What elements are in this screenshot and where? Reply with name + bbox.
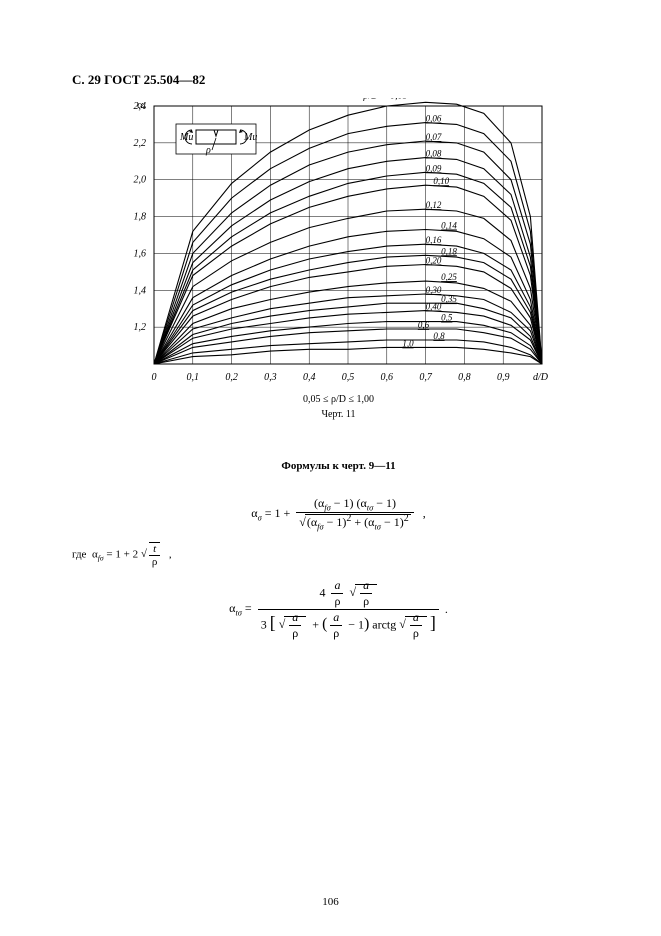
chart-range-caption: 0,05 ≤ ρ/D ≤ 1,00 — [72, 394, 605, 405]
formula-2: αtσ = 4 aρ √aρ 3 [ √aρ + (aρ − 1) arctg … — [72, 578, 605, 641]
svg-text:αₒ: αₒ — [137, 99, 146, 111]
svg-text:0,12: 0,12 — [426, 200, 442, 210]
svg-text:0,3: 0,3 — [264, 372, 277, 383]
page-number: 106 — [0, 896, 661, 908]
svg-text:0,14: 0,14 — [441, 220, 457, 230]
formulas-block: ασ = 1 + (αfσ − 1) (αtσ − 1) √(αfσ − 1)2… — [72, 496, 605, 641]
svg-text:0,20: 0,20 — [426, 255, 442, 265]
svg-text:d/D: d/D — [533, 372, 549, 383]
svg-text:0,8: 0,8 — [433, 331, 445, 341]
svg-text:0,35: 0,35 — [441, 294, 457, 304]
svg-text:0,10: 0,10 — [433, 176, 449, 186]
svg-text:0,18: 0,18 — [441, 246, 457, 256]
svg-text:1,8: 1,8 — [134, 212, 147, 223]
svg-text:1,0: 1,0 — [402, 338, 414, 348]
svg-text:ρ/D = 0,05: ρ/D = 0,05 — [363, 98, 408, 102]
svg-text:1,2: 1,2 — [134, 322, 147, 333]
svg-text:Mи: Mи — [243, 132, 257, 143]
svg-text:0,40: 0,40 — [426, 302, 442, 312]
svg-text:0,25: 0,25 — [441, 272, 457, 282]
formulas-title: Формулы к черт. 9—11 — [72, 460, 605, 472]
where-line: где αfσ = 1 + 2 √tρ , — [72, 542, 605, 568]
formula-1: ασ = 1 + (αfσ − 1) (αtσ − 1) √(αfσ − 1)2… — [72, 496, 605, 532]
svg-text:0,4: 0,4 — [303, 372, 316, 383]
svg-text:0,6: 0,6 — [418, 320, 430, 330]
svg-text:0,1: 0,1 — [187, 372, 200, 383]
svg-text:Mи: Mи — [179, 132, 193, 143]
svg-text:0,30: 0,30 — [426, 285, 442, 295]
svg-text:0,06: 0,06 — [426, 114, 442, 124]
svg-text:0,6: 0,6 — [381, 372, 394, 383]
svg-text:0,09: 0,09 — [426, 163, 442, 173]
svg-text:2,2: 2,2 — [134, 138, 147, 149]
svg-text:0,7: 0,7 — [419, 372, 433, 383]
svg-text:0,2: 0,2 — [225, 372, 238, 383]
chart-svg: 0 0,1 0,2 0,3 0,4 0,5 0,6 0,7 0,8 0,9 d/D 1,2 1,4 1,6… — [112, 98, 552, 388]
svg-text:0,16: 0,16 — [426, 235, 442, 245]
svg-text:ρ: ρ — [205, 145, 211, 156]
svg-text:0: 0 — [152, 372, 157, 383]
svg-text:2,0: 2,0 — [134, 175, 147, 186]
svg-text:1,4: 1,4 — [134, 285, 147, 296]
chart-area: 0 0,1 0,2 0,3 0,4 0,5 0,6 0,7 0,8 0,9 d/D 1,2 1,4 1,6… — [112, 98, 552, 388]
svg-text:0,5: 0,5 — [441, 313, 453, 323]
svg-text:0,8: 0,8 — [458, 372, 471, 383]
svg-text:0,07: 0,07 — [426, 132, 442, 142]
svg-text:0,9: 0,9 — [497, 372, 510, 383]
svg-text:0,5: 0,5 — [342, 372, 355, 383]
svg-text:1,6: 1,6 — [134, 248, 147, 259]
chart-caption: Черт. 11 — [72, 409, 605, 420]
page-header: С. 29 ГОСТ 25.504—82 — [72, 72, 605, 88]
svg-text:0,08: 0,08 — [426, 149, 442, 159]
